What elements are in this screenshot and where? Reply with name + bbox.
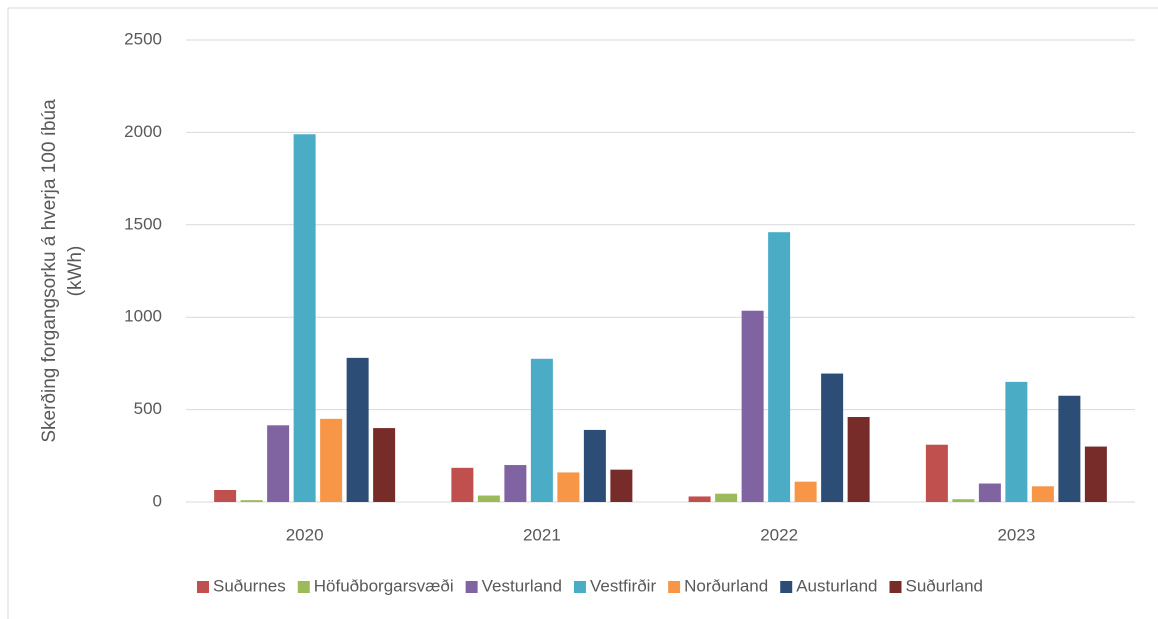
- bar: [1005, 381, 1028, 502]
- legend-label: Suðurland: [906, 576, 984, 595]
- y-axis-title-line: (kWh): [65, 246, 86, 297]
- legend-label: Vestfirðir: [590, 576, 656, 595]
- bar: [240, 500, 263, 502]
- legend-label: Norðurland: [684, 576, 768, 595]
- bar: [530, 358, 553, 502]
- bar: [346, 357, 369, 502]
- bar: [688, 496, 711, 502]
- legend-swatch: [889, 581, 902, 593]
- bar: [821, 373, 844, 502]
- bar: [610, 469, 633, 502]
- bar: [925, 444, 948, 502]
- bar: [978, 483, 1001, 502]
- y-axis-title: Skerðing forgangsorku á hverja 100 íbúa …: [39, 99, 86, 443]
- bar: [477, 495, 500, 502]
- legend-swatch: [465, 581, 478, 593]
- bar: [794, 481, 817, 502]
- bar: [1058, 395, 1081, 502]
- x-tick-label: 2022: [760, 525, 798, 544]
- bar: [583, 429, 606, 502]
- x-tick-label: 2021: [523, 525, 561, 544]
- bar: [293, 134, 316, 503]
- bar: [741, 310, 764, 502]
- y-tick-label: 1500: [124, 214, 162, 233]
- x-tick-label: 2023: [997, 525, 1035, 544]
- bar: [557, 472, 580, 502]
- legend-swatch: [573, 581, 586, 593]
- legend-label: Austurland: [796, 576, 877, 595]
- bar: [214, 489, 237, 502]
- bar: [267, 425, 290, 502]
- legend-swatch: [196, 581, 209, 593]
- x-tick-label: 2020: [286, 525, 324, 544]
- bar: [373, 428, 396, 502]
- y-tick-label: 1000: [124, 307, 162, 326]
- bar: [952, 499, 975, 502]
- y-tick-label: 500: [134, 399, 162, 418]
- bar: [847, 416, 870, 502]
- bar: [504, 465, 527, 502]
- bar: [320, 418, 343, 502]
- bar: [768, 232, 791, 502]
- bar: [451, 467, 474, 502]
- bar: [1084, 446, 1107, 502]
- legend-label: Suðurnes: [213, 576, 286, 595]
- legend-swatch: [297, 581, 310, 593]
- legend-label: Höfuðborgarsvæði: [314, 576, 454, 595]
- legend-swatch: [780, 581, 793, 593]
- y-axis-title-line: Skerðing forgangsorku á hverja 100 íbúa: [39, 99, 60, 443]
- y-tick-label: 0: [153, 491, 162, 510]
- bar: [1031, 486, 1054, 502]
- y-tick-label: 2500: [124, 29, 162, 48]
- bar: [715, 493, 738, 502]
- legend-swatch: [668, 581, 681, 593]
- y-tick-label: 2000: [124, 122, 162, 141]
- legend-label: Vesturland: [482, 576, 562, 595]
